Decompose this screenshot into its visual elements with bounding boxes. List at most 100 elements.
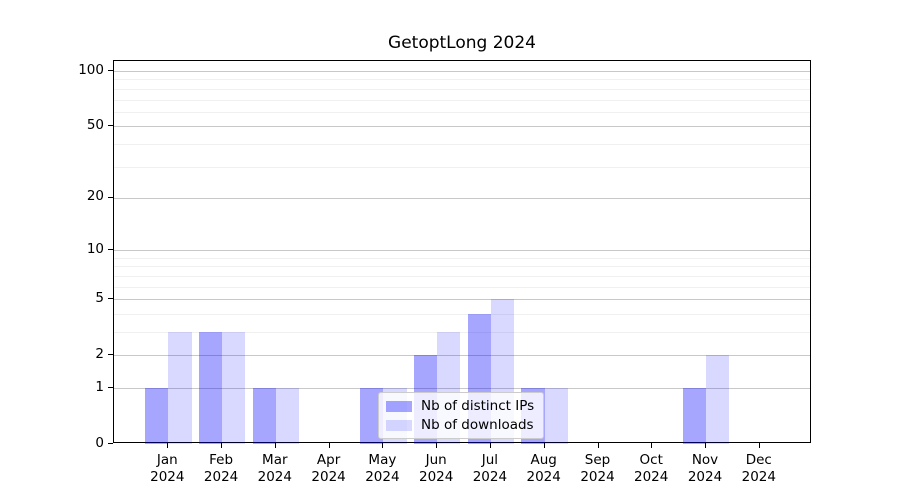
y-tick-label: 20 (86, 188, 104, 205)
y-tick-label: 2 (95, 345, 104, 362)
legend-swatch-distinct-ips-icon (386, 400, 412, 412)
x-axis-tick (436, 443, 438, 448)
x-tick-label-year: 2024 (634, 468, 669, 485)
legend-label-downloads: Nb of downloads (421, 417, 534, 433)
x-tick-label-year: 2024 (150, 468, 185, 485)
y-axis-tick (108, 354, 113, 356)
x-tick-label-month: Nov (691, 452, 719, 468)
y-axis-tick (108, 125, 113, 127)
chart-title: GetoptLong 2024 (388, 33, 536, 53)
bar-downloads-mar (275, 388, 300, 444)
major-gridline (114, 126, 810, 128)
major-gridline (114, 388, 810, 389)
legend-item-distinct-ips: Nb of distinct IPs (386, 398, 534, 414)
x-tick-label-year: 2024 (257, 468, 292, 485)
y-axis-tick (108, 443, 113, 444)
minor-gridline (114, 166, 810, 168)
y-tick-label: 1 (95, 378, 104, 395)
x-axis-tick (597, 443, 599, 448)
x-axis-tick (489, 443, 491, 448)
minor-gridline (114, 143, 810, 145)
x-tick-label: Sep 2024 (563, 452, 633, 485)
x-axis-tick (382, 443, 384, 448)
y-tick-label: 0 (95, 434, 104, 451)
x-tick-label-year: 2024 (687, 468, 723, 485)
x-tick-label-month: Jan (156, 452, 178, 468)
x-tick-label-year: 2024 (472, 468, 508, 485)
major-gridline (114, 71, 810, 72)
major-gridline (114, 197, 810, 199)
minor-gridline (114, 275, 810, 277)
bar-distinct-ips-mar (252, 388, 276, 444)
x-tick-label: Mar 2024 (240, 452, 310, 485)
x-axis-tick (705, 443, 706, 448)
x-tick-label-month: Apr (316, 452, 341, 468)
minor-gridline (114, 111, 810, 113)
major-gridline (114, 299, 810, 301)
bar-distinct-ips-nov (682, 388, 706, 444)
y-tick-label: 10 (86, 240, 104, 257)
bar-distinct-ips-jan (145, 388, 169, 444)
x-axis-tick (758, 443, 760, 448)
y-tick-label: 5 (95, 289, 104, 306)
major-gridline (114, 250, 810, 252)
minor-gridline (114, 79, 810, 81)
x-tick-label: Feb 2024 (186, 452, 256, 485)
x-tick-label-month: Jun (425, 452, 447, 468)
x-axis-tick (274, 443, 276, 448)
plot-area (113, 60, 811, 444)
x-tick-label-year: 2024 (580, 468, 615, 485)
x-tick-label-year: 2024 (419, 468, 454, 485)
bar-downloads-aug (544, 388, 568, 444)
y-axis-tick (108, 70, 113, 71)
bar-distinct-ips-may (360, 388, 384, 444)
bar-downloads-jan (168, 332, 192, 444)
x-tick-label-month: Aug (530, 452, 557, 468)
legend: Nb of distinct IPs Nb of downloads (378, 392, 545, 439)
y-axis-tick (108, 196, 113, 198)
x-tick-label-year: 2024 (741, 468, 776, 485)
x-tick-label-year: 2024 (526, 468, 561, 485)
minor-gridline (114, 266, 810, 268)
x-axis-tick (221, 443, 223, 448)
x-tick-label-month: Oct (639, 452, 663, 468)
x-tick-label-month: Mar (262, 452, 288, 468)
x-tick-label-year: 2024 (203, 468, 239, 485)
x-tick-label: Dec 2024 (724, 452, 794, 485)
x-axis-tick (543, 443, 545, 448)
y-axis-tick (108, 298, 113, 300)
y-axis-tick (108, 249, 113, 251)
x-axis-tick (328, 443, 330, 448)
minor-gridline (114, 88, 810, 90)
x-tick-label: Jan 2024 (132, 452, 202, 485)
x-tick-label: Jul 2024 (455, 452, 525, 485)
x-tick-label-month: May (368, 452, 397, 468)
x-tick-label-month: Dec (745, 452, 772, 468)
x-tick-label: Aug 2024 (509, 452, 579, 485)
major-gridline (114, 355, 810, 357)
y-tick-label: 100 (78, 61, 104, 78)
x-tick-label: Oct 2024 (616, 452, 686, 485)
x-tick-label-year: 2024 (311, 468, 346, 485)
x-tick-label-month: Sep (584, 452, 611, 468)
x-axis-tick (651, 443, 653, 448)
x-tick-label-month: Feb (209, 452, 234, 468)
minor-gridline (114, 99, 810, 101)
minor-gridline (114, 313, 810, 315)
x-tick-label-year: 2024 (365, 468, 400, 485)
x-tick-label-month: Jul (481, 452, 499, 468)
x-tick-label: May 2024 (347, 452, 417, 485)
legend-swatch-downloads-icon (386, 419, 412, 431)
legend-label-distinct-ips: Nb of distinct IPs (421, 398, 535, 414)
bar-downloads-nov (706, 355, 730, 444)
x-axis-tick (167, 443, 169, 448)
x-tick-label: Jun 2024 (401, 452, 471, 485)
y-axis-tick (108, 387, 113, 388)
minor-gridline (114, 332, 810, 333)
bar-downloads-feb (222, 332, 246, 444)
y-tick-label: 50 (86, 116, 104, 133)
legend-item-downloads: Nb of downloads (386, 417, 534, 433)
minor-gridline (114, 257, 810, 259)
x-tick-label: Nov 2024 (670, 452, 740, 485)
